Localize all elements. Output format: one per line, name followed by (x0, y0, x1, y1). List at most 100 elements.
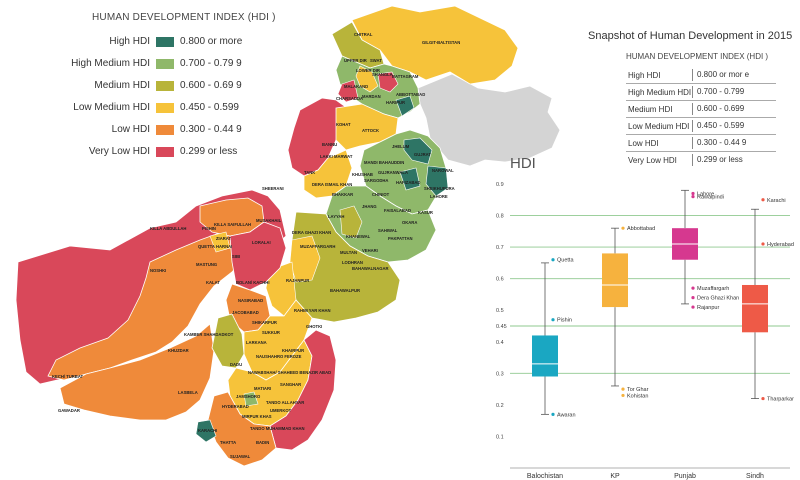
table-cell-label: High HDI (628, 71, 661, 80)
label-lakki: LAKKI MARWAT (320, 154, 353, 159)
label-layyah: LAYYAH (328, 214, 344, 219)
label-kamber: KAMBER SHAHDADKOT (184, 332, 234, 337)
label-sujawal: SUJAWAL (230, 454, 251, 459)
label-sahiwal: SAHIWAL (378, 228, 398, 233)
chart-tick-label: 0.45 (496, 324, 507, 330)
chart-tick-labels: 0.1 0.2 0.3 0.4 0.45 0.5 0.6 0.7 0.8 0.9 (496, 182, 507, 440)
chart-boxes (532, 189, 768, 415)
label-loralai: LORALAI (252, 240, 271, 245)
label-lodhran: LODHRAN (342, 260, 363, 265)
region-sindh-east (269, 329, 337, 451)
chart-point-label: Hyderabad (767, 242, 794, 248)
chart-box (532, 335, 558, 377)
legend-label: High HDI (109, 36, 150, 47)
label-ziarat: ZIARAT (216, 236, 231, 241)
label-attock: ATTOCK (362, 128, 379, 133)
label-khuzdar: KHUZDAR (168, 348, 189, 353)
label-matiari: MATIARI (254, 386, 271, 391)
chart-tick-label: 0.5 (496, 308, 504, 314)
label-sukkur: SUKKUR (262, 330, 280, 335)
chart-point-label: Rajanpur (697, 305, 719, 311)
label-faisalabad: FAISALABAD (384, 208, 411, 213)
legend-label: Very Low HDI (88, 146, 150, 157)
label-lasbela: LASBELA (178, 390, 198, 395)
label-mardan: MARDAN (362, 94, 381, 99)
label-tando-allahyar: TANDO ALLAHYAR (266, 400, 304, 405)
chart-points: Quetta Pishin Awaran Abbottabad Tor GharKohi… (551, 191, 794, 418)
label-tando-muhammad-khan: TANDO MUHAMMAD KHAN (250, 426, 305, 431)
label-dadu: DADU (230, 362, 242, 367)
chart-point (551, 318, 555, 322)
label-chitral: CHITRAL (354, 32, 373, 37)
label-killa-abdullah: KILLA ABDULLAH (150, 226, 186, 231)
legend-range: 0.600 - 0.69 9 (180, 80, 242, 91)
chart-point-label: Quetta (557, 258, 574, 264)
legend-swatch (156, 125, 174, 135)
chart-category-label: Sindh (746, 473, 764, 480)
region-punjab-medium (339, 205, 363, 239)
table-row: High HDI 0.800 or mor e (626, 67, 776, 84)
label-umerkot: UMERKOT (270, 408, 292, 413)
region-punjab-high (403, 137, 433, 165)
table-cell-range: 0.300 - 0.44 9 (692, 137, 746, 149)
legend-range: 0.450 - 0.599 (180, 102, 239, 113)
legend-label: Low HDI (111, 124, 150, 135)
label-tank: TANK (304, 170, 315, 175)
legend-swatch (156, 37, 174, 47)
legend-swatch (156, 59, 174, 69)
label-mastung: MASTUNG (196, 262, 217, 267)
label-quetta: QUETTA (198, 244, 215, 249)
table-cell-label: Very Low HDI (628, 156, 677, 165)
label-dg-khan: DERA GHAZI KHAN (292, 230, 331, 235)
region-karachi (195, 419, 217, 443)
legend-swatch (156, 147, 174, 157)
chart-point (621, 393, 625, 398)
label-harnai: HARNAI (216, 244, 232, 249)
label-pishin: PISHIN (202, 226, 216, 231)
label-thatta: THATTA (220, 440, 236, 445)
legend-label: High Medium HDI (71, 58, 150, 69)
chart-point (691, 286, 695, 290)
label-rajanpur: RAJANPUR (286, 278, 309, 283)
table-row: High Medium HDI 0.700 - 0.799 (626, 84, 776, 101)
label-kohat: KOHAT (336, 122, 351, 127)
chart-box (742, 284, 768, 333)
chart-box (602, 253, 628, 308)
label-kalat: KALAT (206, 280, 220, 285)
chart-tick-label: 0.3 (496, 371, 504, 377)
region-kp-patch-3 (337, 79, 359, 103)
label-upper-dir: UPPER DIR (344, 58, 367, 63)
label-multan: MULTAN (340, 250, 357, 255)
chart-point-label: Dera Ghazi Khan (697, 296, 739, 302)
chart-tick-label: 0.4 (496, 340, 504, 346)
table-row: Low HDI 0.300 - 0.44 9 (626, 135, 776, 152)
table-cell-label: Low Medium HDI (628, 122, 690, 131)
legend-item-high-medium: High Medium HDI 0.700 - 0.79 9 (0, 58, 270, 72)
label-sheerani: SHEERANI (262, 186, 284, 191)
region-kp-south-2 (303, 149, 353, 199)
legend-label: Medium HDI (94, 80, 150, 91)
label-sheikhupura: SHEIKHUPURA (424, 186, 455, 191)
chart-category-labels: Balochistan KP Punjab Sindh (527, 473, 764, 480)
region-quetta (209, 231, 231, 253)
legend-item-low: Low HDI 0.300 - 0.44 9 (0, 124, 270, 138)
label-karachi: KARACHI (198, 428, 217, 433)
legend-swatch (156, 81, 174, 91)
label-killa-saifullah: KILLA SAIFULLAH (214, 222, 251, 227)
label-gilgit: GILGIT-BALTISTAN (422, 40, 460, 45)
label-jamshoro: JAMSHORO (236, 394, 261, 399)
chart-point (551, 412, 555, 416)
label-khanewal: KHANEWAL (346, 234, 371, 239)
table-row: Medium HDI 0.600 - 0.699 (626, 101, 776, 118)
region-gilgit-baltistan (351, 5, 519, 85)
region-punjab-high-2 (425, 165, 449, 197)
label-mandi: MANDI BAHAUDDIN (364, 160, 404, 165)
label-gujrat: GUJRAT (414, 152, 431, 157)
label-lahore: LAHORE (430, 194, 448, 199)
label-nasirabad: NASIRABAD (238, 298, 263, 303)
label-jhang: JHANG (362, 204, 377, 209)
region-sindh-south (207, 391, 277, 467)
table-cell-label: Low HDI (628, 139, 659, 148)
table-title: HUMAN DEVELOPMENT INDEX (HDI ) (626, 52, 769, 61)
